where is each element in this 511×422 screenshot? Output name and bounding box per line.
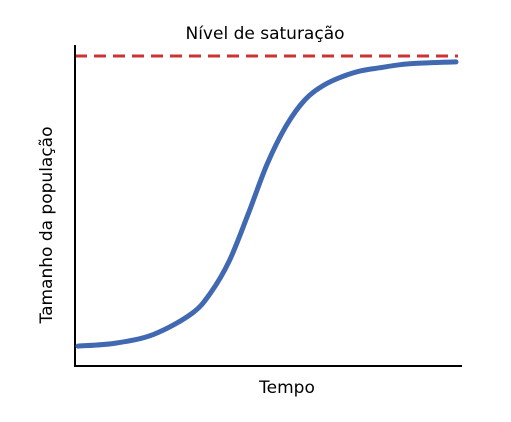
- x-axis-label: Tempo: [258, 378, 315, 398]
- saturation-label: Nível de saturação: [185, 24, 344, 44]
- population-curve: [75, 59, 459, 349]
- y-axis-label: Tamanho da população: [37, 127, 57, 325]
